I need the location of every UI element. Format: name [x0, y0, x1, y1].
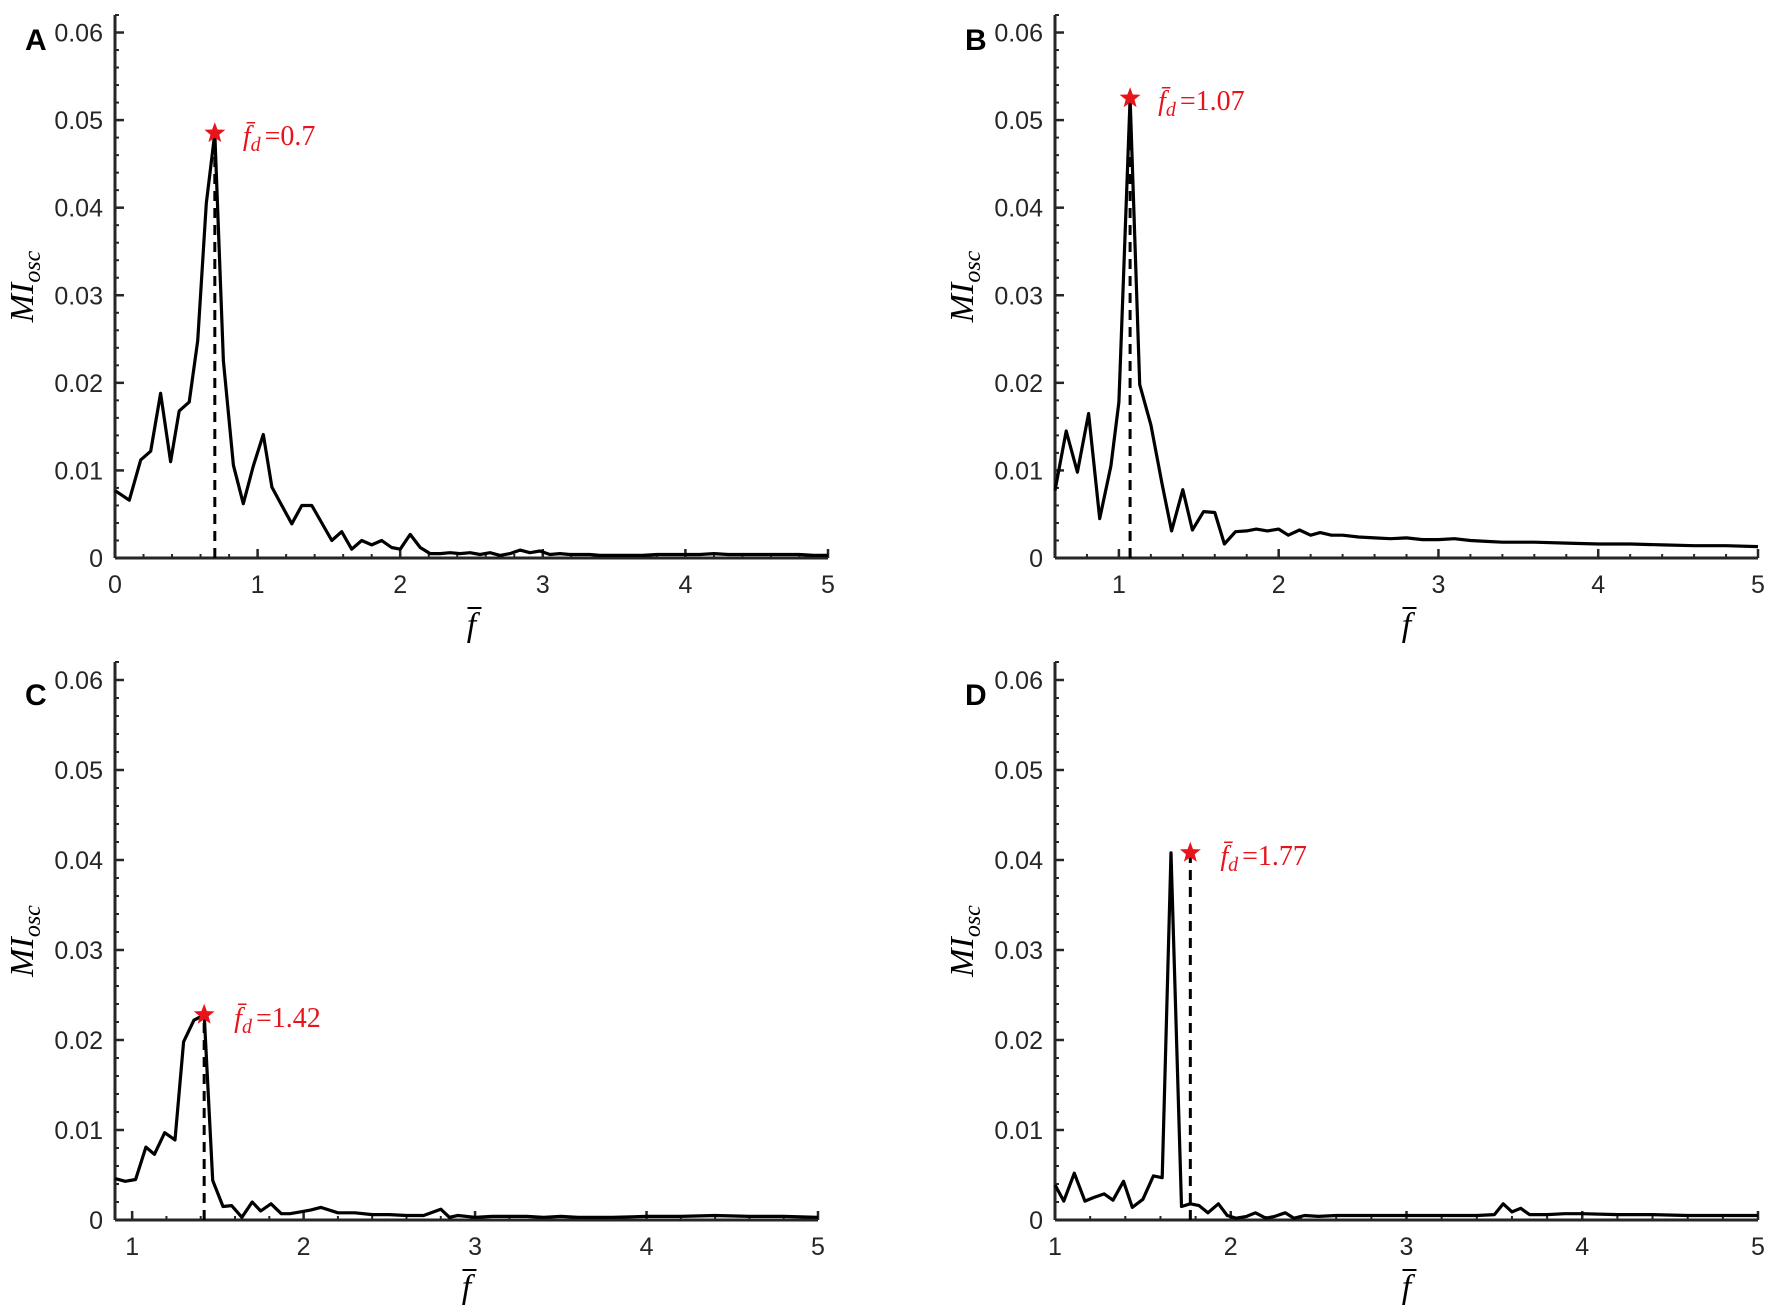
y-tick-label: 0.06 — [994, 20, 1043, 48]
annotation-value: =1.07 — [1180, 86, 1245, 117]
y-tick-label: 0.03 — [54, 282, 103, 310]
y-axis-title: MIosc — [4, 905, 46, 978]
y-tick-label: 0.05 — [54, 757, 103, 785]
y-tick-label: 0.03 — [994, 937, 1043, 965]
x-tick-label: 3 — [468, 1233, 482, 1261]
panel-letter: B — [965, 24, 987, 57]
y-axis-title: MIosc — [944, 250, 986, 323]
y-axis-title-main: MI — [4, 281, 41, 323]
y-axis-title-main: MI — [944, 936, 981, 978]
annotation-subscript: d — [1228, 854, 1239, 876]
annotation-value: =1.77 — [1242, 841, 1307, 872]
x-axis-title: f — [1402, 607, 1416, 644]
x-tick-label: 3 — [1432, 571, 1446, 599]
y-axis-title-sub: osc — [960, 250, 986, 282]
y-tick-label: 0.05 — [54, 107, 103, 135]
x-tick-label: 1 — [1112, 571, 1126, 599]
panel-d: 0 0.01 0.02 0.03 0.04 0.05 0.06 1 2 3 4 5 f̄d =1.77 D M… — [944, 661, 1765, 1305]
series-line — [114, 131, 828, 558]
x-tick-label: 1 — [251, 571, 265, 599]
x-tick-label: 5 — [1751, 1233, 1765, 1261]
peak-annotation: f̄d =0.7 — [243, 121, 316, 156]
y-axis-title-sub: osc — [20, 905, 46, 937]
x-tick-label: 4 — [678, 571, 692, 599]
y-tick-label: 0.01 — [994, 1117, 1043, 1145]
peak-annotation: f̄d =1.42 — [234, 1003, 321, 1038]
y-tick-label: 0.06 — [994, 667, 1043, 695]
x-tick-label: 2 — [1224, 1233, 1238, 1261]
y-tick-label: 0.01 — [54, 457, 103, 485]
y-tick-label: 0.02 — [54, 1027, 103, 1055]
x-axis-title: f — [462, 1269, 476, 1305]
x-tick-label: 3 — [1400, 1233, 1414, 1261]
annotation-subscript: d — [251, 134, 262, 156]
peak-star-marker — [1179, 841, 1201, 862]
y-tick-label: 0.04 — [54, 847, 103, 875]
y-tick-label: 0.05 — [994, 107, 1043, 135]
y-tick-label: 0.02 — [994, 370, 1043, 398]
x-tick-label: 5 — [821, 571, 835, 599]
y-tick-label: 0.01 — [994, 457, 1043, 485]
x-tick-label: 0 — [108, 571, 122, 599]
annotation-subscript: d — [242, 1016, 253, 1038]
y-tick-label: 0.03 — [994, 282, 1043, 310]
y-tick-label: 0 — [89, 1207, 103, 1235]
y-tick-label: 0.02 — [994, 1027, 1043, 1055]
x-tick-label: 3 — [536, 571, 550, 599]
x-tick-label: 4 — [1575, 1233, 1589, 1261]
series-line — [114, 1013, 819, 1219]
y-tick-label: 0.04 — [994, 847, 1043, 875]
x-axis-title: f — [1402, 1269, 1416, 1305]
y-axis-title-main: MI — [944, 281, 981, 323]
x-tick-label: 2 — [393, 571, 407, 599]
x-tick-label: 5 — [1751, 571, 1765, 599]
panel-letter: D — [965, 679, 987, 712]
y-tick-label: 0.06 — [54, 20, 103, 48]
x-tick-label: 1 — [125, 1233, 139, 1261]
y-tick-label: 0.04 — [54, 195, 103, 223]
x-tick-label: 4 — [640, 1233, 654, 1261]
panel-a: 0 0.01 0.02 0.03 0.04 0.05 0.06 0 1 2 3 4 5 f̄d =0.7 A M… — [4, 14, 835, 644]
y-axis-title-sub: osc — [960, 905, 986, 937]
y-axis-title-main: MI — [4, 936, 41, 978]
y-tick-label: 0.05 — [994, 757, 1043, 785]
y-axis-title: MIosc — [4, 250, 46, 323]
y-tick-label: 0.04 — [994, 195, 1043, 223]
annotation-subscript: d — [1166, 99, 1177, 121]
series-line — [1053, 851, 1758, 1220]
y-tick-label: 0 — [89, 545, 103, 573]
y-axis-title-sub: osc — [20, 250, 46, 282]
peak-star-marker — [204, 122, 226, 143]
y-tick-label: 0 — [1029, 1207, 1043, 1235]
peak-annotation: f̄d =1.77 — [1220, 841, 1307, 876]
x-axis-title: f — [467, 607, 481, 644]
peak-star-marker — [1119, 87, 1141, 108]
x-tick-label: 4 — [1591, 571, 1605, 599]
x-tick-label: 2 — [297, 1233, 311, 1261]
y-tick-label: 0.03 — [54, 937, 103, 965]
y-tick-label: 0.02 — [54, 370, 103, 398]
y-axis-title: MIosc — [944, 905, 986, 978]
annotation-value: =0.7 — [265, 121, 316, 152]
panel-letter: A — [25, 24, 47, 57]
x-tick-label: 2 — [1272, 571, 1286, 599]
y-tick-label: 0.06 — [54, 667, 103, 695]
peak-star-marker — [193, 1003, 215, 1024]
panel-b: 0 0.01 0.02 0.03 0.04 0.05 0.06 1 2 3 4 5 f̄d =1.07 B M… — [944, 14, 1765, 644]
peak-annotation: f̄d =1.07 — [1158, 86, 1245, 121]
x-tick-label: 1 — [1048, 1233, 1062, 1261]
y-tick-label: 0.01 — [54, 1117, 103, 1145]
panel-c: 0 0.01 0.02 0.03 0.04 0.05 0.06 1 2 3 4 5 f̄d =1.42 C M… — [4, 661, 825, 1305]
series-line — [1053, 96, 1759, 549]
y-tick-label: 0 — [1029, 545, 1043, 573]
panel-letter: C — [25, 679, 47, 712]
annotation-value: =1.42 — [256, 1003, 321, 1034]
x-tick-label: 5 — [811, 1233, 825, 1261]
